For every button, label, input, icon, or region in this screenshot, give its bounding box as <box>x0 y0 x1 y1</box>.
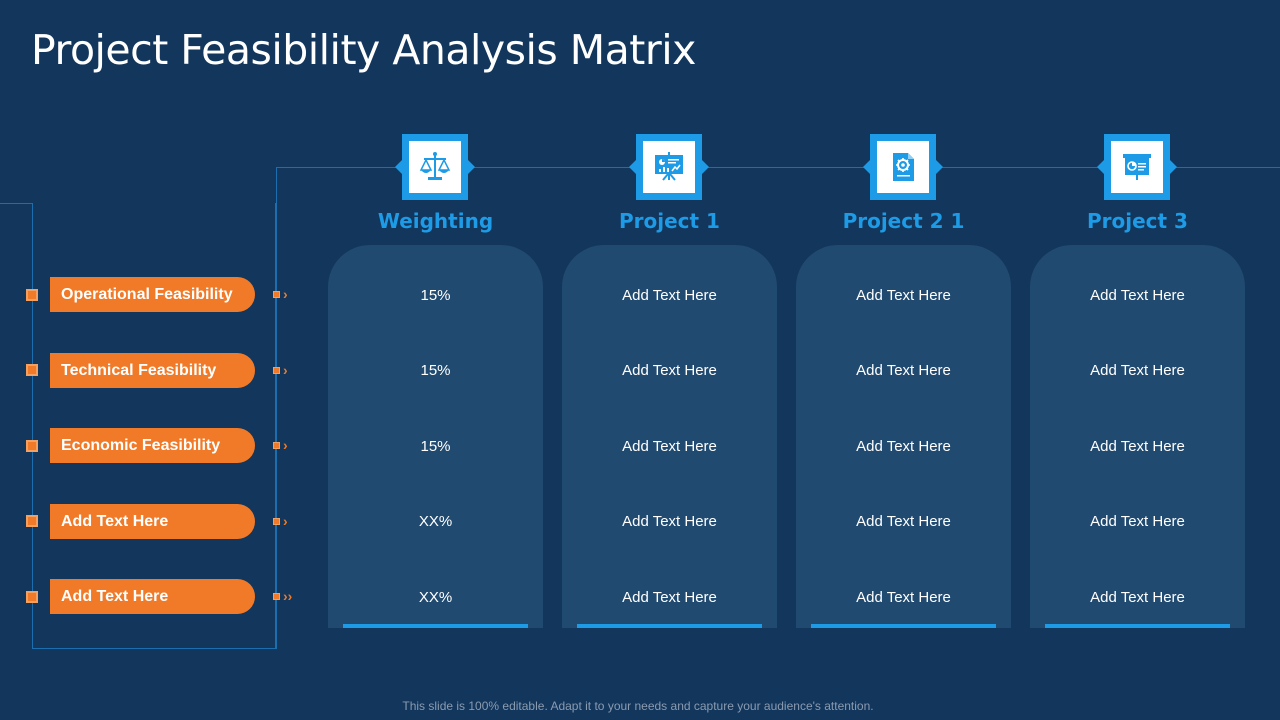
column-underline <box>1045 624 1230 628</box>
row-connector-dot <box>273 442 280 449</box>
table-cell: Add Text Here <box>1090 589 1185 606</box>
table-cell: Add Text Here <box>856 362 951 379</box>
connector-line <box>0 203 32 204</box>
table-cell: Add Text Here <box>622 513 717 530</box>
chevron-right-icon: › <box>283 513 288 529</box>
table-cell: Add Text Here <box>856 513 951 530</box>
row-marker <box>26 440 38 452</box>
connector-line <box>276 167 1280 168</box>
row-label: Add Text Here <box>50 579 255 614</box>
document-gear-icon <box>893 153 914 181</box>
presentation-chart-icon <box>655 152 683 181</box>
chevron-right-icon: › <box>283 286 288 302</box>
table-cell: Add Text Here <box>1090 438 1185 455</box>
column-underline <box>343 624 528 628</box>
row-label: Technical Feasibility <box>50 353 255 388</box>
row-connector-dot <box>273 593 280 600</box>
column-underline <box>811 624 996 628</box>
connector-line <box>276 167 277 649</box>
column-header-project-3: Project 3 <box>1087 209 1188 233</box>
scales-icon <box>419 152 451 180</box>
column-header-weighting: Weighting <box>377 209 494 233</box>
row-label: Economic Feasibility <box>50 428 255 463</box>
row-marker <box>26 515 38 527</box>
column-weighting: 15% 15% 15% XX% XX% <box>328 245 543 628</box>
row-connector-dot <box>273 291 280 298</box>
table-cell: Add Text Here <box>856 438 951 455</box>
table-cell: Add Text Here <box>622 438 717 455</box>
row-marker <box>26 591 38 603</box>
table-cell: Add Text Here <box>856 287 951 304</box>
chevron-right-icon: › <box>283 437 288 453</box>
row-connector-dot <box>273 518 280 525</box>
table-cell: Add Text Here <box>1090 287 1185 304</box>
column-project-1: Add Text Here Add Text Here Add Text Her… <box>562 245 777 628</box>
page-title: Project Feasibility Analysis Matrix <box>31 26 696 74</box>
column-icon-box <box>395 134 475 200</box>
column-header-project-2-1: Project 2 1 <box>842 209 965 233</box>
column-project-3: Add Text Here Add Text Here Add Text Her… <box>1030 245 1245 628</box>
table-cell: XX% <box>418 589 453 606</box>
table-cell: Add Text Here <box>622 287 717 304</box>
table-cell: 15% <box>420 287 451 304</box>
table-cell: XX% <box>418 513 453 530</box>
table-cell: Add Text Here <box>622 362 717 379</box>
chevron-double-right-icon: ›› <box>283 588 293 604</box>
row-connector-dot <box>273 367 280 374</box>
row-marker <box>26 289 38 301</box>
projector-screen-icon <box>1123 154 1151 180</box>
row-frame <box>32 203 276 649</box>
row-label: Operational Feasibility <box>50 277 255 312</box>
table-cell: 15% <box>420 362 451 379</box>
table-cell: Add Text Here <box>856 589 951 606</box>
table-cell: 15% <box>420 438 451 455</box>
table-cell: Add Text Here <box>622 589 717 606</box>
chevron-right-icon: › <box>283 362 288 378</box>
column-project-2-1: Add Text Here Add Text Here Add Text Her… <box>796 245 1011 628</box>
column-icon-box <box>863 134 943 200</box>
row-label: Add Text Here <box>50 504 255 539</box>
row-marker <box>26 364 38 376</box>
table-cell: Add Text Here <box>1090 513 1185 530</box>
column-icon-box <box>1097 134 1177 200</box>
table-cell: Add Text Here <box>1090 362 1185 379</box>
column-underline <box>577 624 762 628</box>
footer-note: This slide is 100% editable. Adapt it to… <box>402 699 874 713</box>
column-icon-box <box>629 134 709 200</box>
column-header-project-1: Project 1 <box>619 209 720 233</box>
